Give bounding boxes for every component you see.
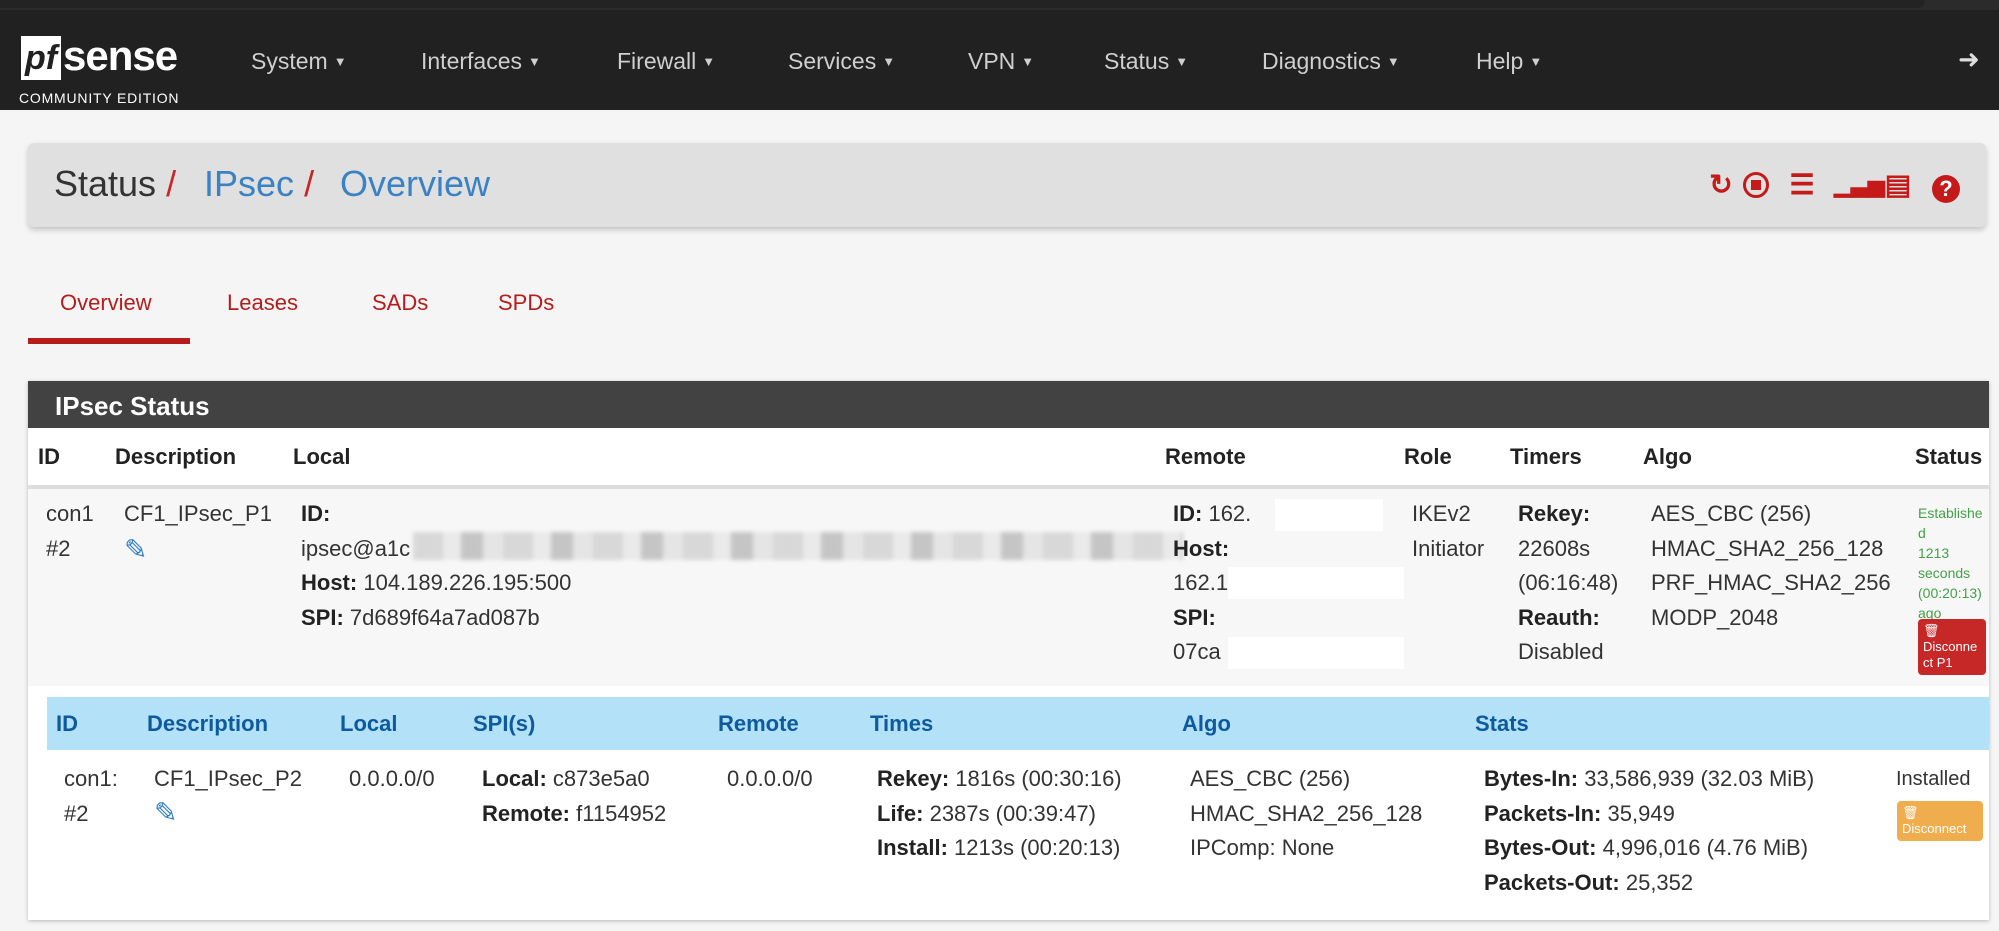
- col-remote: Remote: [1165, 444, 1246, 469]
- p2-col-id: ID: [56, 711, 78, 736]
- p1-local: ID: ipsec@a1c Host: 104.189.226.195:500 …: [301, 501, 572, 630]
- p2-col-local: Local: [340, 711, 398, 736]
- p1-status: Established 1213 seconds (00:20:13) ago: [1918, 505, 1983, 621]
- nav-vpn[interactable]: VPN ▼: [968, 48, 1035, 74]
- col-role: Role: [1404, 444, 1452, 469]
- help-icon[interactable]: ?: [1930, 168, 1962, 203]
- sign-out-icon[interactable]: ➜: [1958, 44, 1980, 74]
- nav-system[interactable]: System ▼: [251, 48, 347, 74]
- edit-pencil-icon[interactable]: ✎: [154, 797, 178, 828]
- caret-down-icon: ▼: [1021, 54, 1035, 69]
- p2-description: CF1_IPsec_P2: [154, 766, 302, 791]
- p2-remote: 0.0.0.0/0: [727, 766, 813, 791]
- sliders-icon[interactable]: ☰: [1789, 169, 1815, 200]
- p2-local: 0.0.0.0/0: [349, 766, 435, 791]
- col-id: ID: [38, 444, 60, 469]
- col-timers: Timers: [1510, 444, 1582, 469]
- ipsec-status-panel: IPsec Status ID Description Local Remote…: [28, 381, 1989, 920]
- trash-icon: 🗑: [1902, 805, 1919, 820]
- p2-header: ID Description Local SPI(s) Remote Times…: [47, 697, 1989, 750]
- active-tab-indicator: [28, 338, 190, 344]
- tab-spds[interactable]: SPDs: [498, 290, 555, 315]
- p2-col-times: Times: [870, 711, 934, 736]
- p2-col-spis: SPI(s): [473, 711, 536, 736]
- list-icon[interactable]: ▤: [1884, 169, 1912, 200]
- edit-pencil-icon[interactable]: ✎: [124, 534, 148, 565]
- p2-col-remote: Remote: [718, 711, 799, 736]
- p2-spis: Local: c873e5a0 Remote: f1154952: [482, 766, 667, 826]
- caret-down-icon: ▼: [1175, 54, 1189, 69]
- p2-status: Installed: [1896, 768, 1971, 790]
- disconnect-p1-button[interactable]: 🗑 Disconnect P1: [1918, 619, 1986, 675]
- nav-status[interactable]: Status ▼: [1104, 48, 1189, 74]
- col-description: Description: [115, 444, 237, 469]
- col-status: Status: [1915, 444, 1983, 469]
- p2-col-description: Description: [147, 711, 269, 736]
- p1-algo: AES_CBC (256) HMAC_SHA2_256_128 PRF_HMAC_S…: [1651, 501, 1891, 630]
- redacted-remote-spi: [1228, 637, 1404, 669]
- edition-label: COMMUNITY EDITION: [19, 90, 180, 106]
- nav-diagnostics[interactable]: Diagnostics ▼: [1262, 48, 1400, 74]
- browser-chrome: [0, 0, 1999, 12]
- nav-services[interactable]: Services ▼: [788, 48, 896, 74]
- breadcrumb: Status / IPsec / Overview ↻ ☰ ▁▃▅ ▤ ?: [28, 143, 1986, 227]
- breadcrumb-overview[interactable]: Overview: [340, 163, 491, 204]
- tab-sads[interactable]: SADs: [372, 290, 429, 315]
- stop-icon[interactable]: [1740, 168, 1772, 202]
- nav-firewall[interactable]: Firewall ▼: [617, 48, 716, 74]
- p2-algo: AES_CBC (256) HMAC_SHA2_256_128 IPComp: No…: [1190, 766, 1423, 860]
- redacted-local-id: [413, 532, 1183, 560]
- p2-stats: Bytes-In: 33,586,939 (32.03 MiB) Packets…: [1484, 766, 1815, 895]
- p2-id: con1: #2: [64, 766, 118, 826]
- p2-col-stats: Stats: [1475, 711, 1529, 736]
- caret-down-icon: ▼: [333, 54, 347, 69]
- p1-id: con1 #2: [46, 501, 94, 561]
- bar-chart-icon[interactable]: ▁▃▅: [1834, 172, 1885, 197]
- caret-down-icon: ▼: [1386, 54, 1400, 69]
- col-algo: Algo: [1643, 444, 1692, 469]
- tab-overview[interactable]: Overview: [60, 290, 152, 315]
- p1-row: con1 #2 CF1_IPsec_P1 ✎ ID: ipsec@a1c Host…: [28, 485, 1989, 686]
- col-local: Local: [293, 444, 351, 469]
- redacted-remote-id: [1275, 499, 1383, 531]
- p1-timers: Rekey: 22608s (06:16:48) Reauth: Disable…: [1518, 501, 1619, 664]
- breadcrumb-status: Status /: [54, 163, 177, 204]
- breadcrumb-ipsec[interactable]: IPsec /: [204, 163, 315, 204]
- p1-remote: ID: 162. Host: 162.1 SPI: 07ca: [1173, 501, 1252, 664]
- pfsense-logo[interactable]: pf sense COMMUNITY EDITION: [19, 32, 180, 106]
- refresh-icon[interactable]: ↻: [1709, 169, 1733, 200]
- caret-down-icon: ▼: [882, 54, 896, 69]
- panel-title: IPsec Status: [28, 381, 1989, 428]
- disconnect-p2-button[interactable]: 🗑 Disconnect: [1897, 801, 1983, 841]
- trash-icon: 🗑: [1923, 623, 1940, 638]
- p2-col-algo: Algo: [1182, 711, 1231, 736]
- caret-down-icon: ▼: [528, 54, 541, 69]
- caret-down-icon: ▼: [1529, 54, 1543, 69]
- redacted-remote-host: [1228, 567, 1404, 599]
- caret-down-icon: ▼: [702, 54, 716, 69]
- top-navbar: pf sense COMMUNITY EDITION System ▼ Interf…: [0, 10, 1999, 110]
- p1-description: CF1_IPsec_P1: [124, 501, 272, 526]
- nav-interfaces[interactable]: Interfaces ▼: [421, 48, 541, 74]
- tab-leases[interactable]: Leases: [227, 290, 298, 315]
- p1-role: IKEv2 Initiator: [1412, 501, 1485, 561]
- p2-times: Rekey: 1816s (00:30:16) Life: 2387s (00:…: [877, 766, 1122, 860]
- nav-help[interactable]: Help ▼: [1476, 48, 1543, 74]
